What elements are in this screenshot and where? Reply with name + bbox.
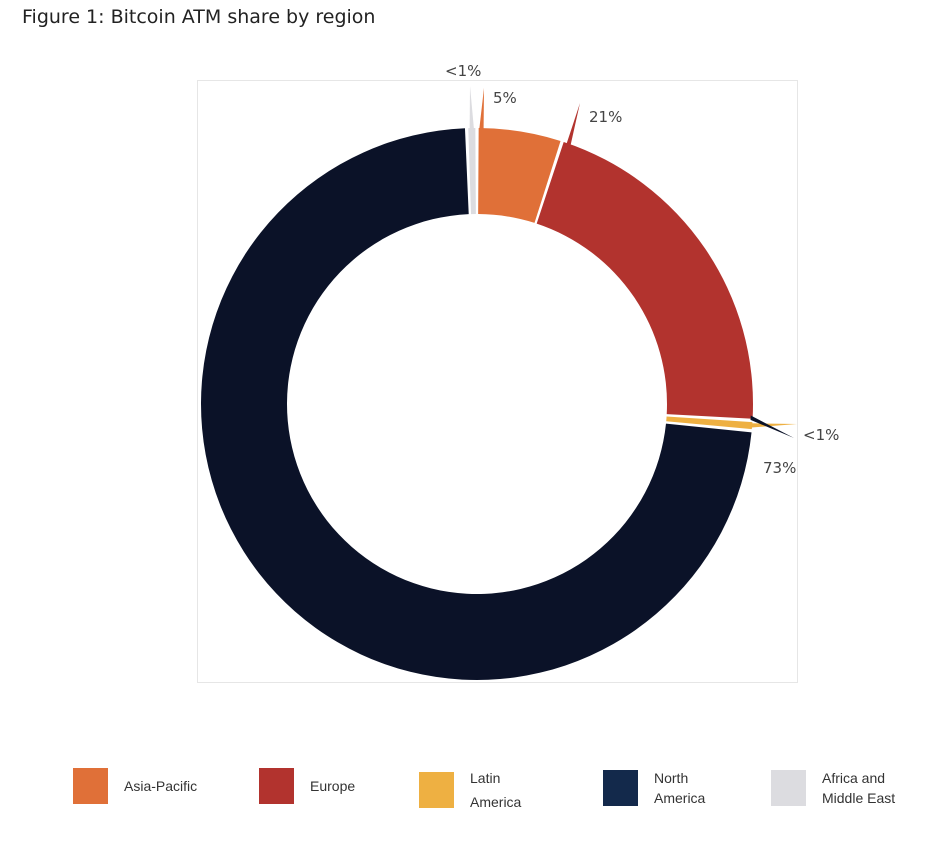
data-label: <1%: [803, 426, 839, 444]
slice-north-america: [201, 128, 752, 680]
leader-line: [566, 103, 580, 147]
legend-swatch: [771, 770, 806, 806]
legend-swatch: [603, 770, 638, 806]
leader-line: [479, 88, 484, 131]
legend-item-europe: Europe: [259, 768, 355, 804]
legend-label-line2: America: [654, 790, 706, 806]
leader-line: [469, 86, 475, 131]
leader-line: [750, 415, 794, 438]
leader-line: [749, 423, 797, 428]
slice-europe: [536, 141, 753, 419]
data-label: <1%: [445, 62, 481, 80]
slice-latin-america: [666, 416, 753, 430]
legend-label: North: [654, 770, 689, 786]
data-label: 73%: [763, 459, 796, 477]
legend-item-asia-pacific: Asia-Pacific: [73, 768, 197, 804]
legend-swatch: [73, 768, 108, 804]
data-label: 21%: [589, 108, 622, 126]
legend-label: Europe: [310, 778, 356, 794]
legend-swatch: [419, 772, 454, 808]
legend-item-latin-america: Latin America: [419, 766, 521, 814]
legend-label: Asia-Pacific: [124, 778, 198, 794]
slice-africa-and-middle-east: [468, 128, 476, 215]
legend-label: Latin: [470, 770, 501, 786]
legend-label-line2: America: [470, 794, 522, 810]
slice-asia-pacific: [478, 128, 561, 223]
legend-item-north-america: North America: [603, 768, 705, 808]
donut-chart: 5% 21% <1% 73% <1%: [201, 62, 839, 680]
plot-frame: [197, 80, 798, 683]
legend-label: Africa and: [822, 770, 886, 786]
legend-swatch: [259, 768, 294, 804]
data-label: 5%: [493, 89, 517, 107]
legend-label-line2: Middle East: [822, 790, 896, 806]
legend-item-africa-middle-east: Africa and Middle East: [771, 768, 895, 808]
chart-title: Figure 1: Bitcoin ATM share by region: [22, 6, 376, 28]
